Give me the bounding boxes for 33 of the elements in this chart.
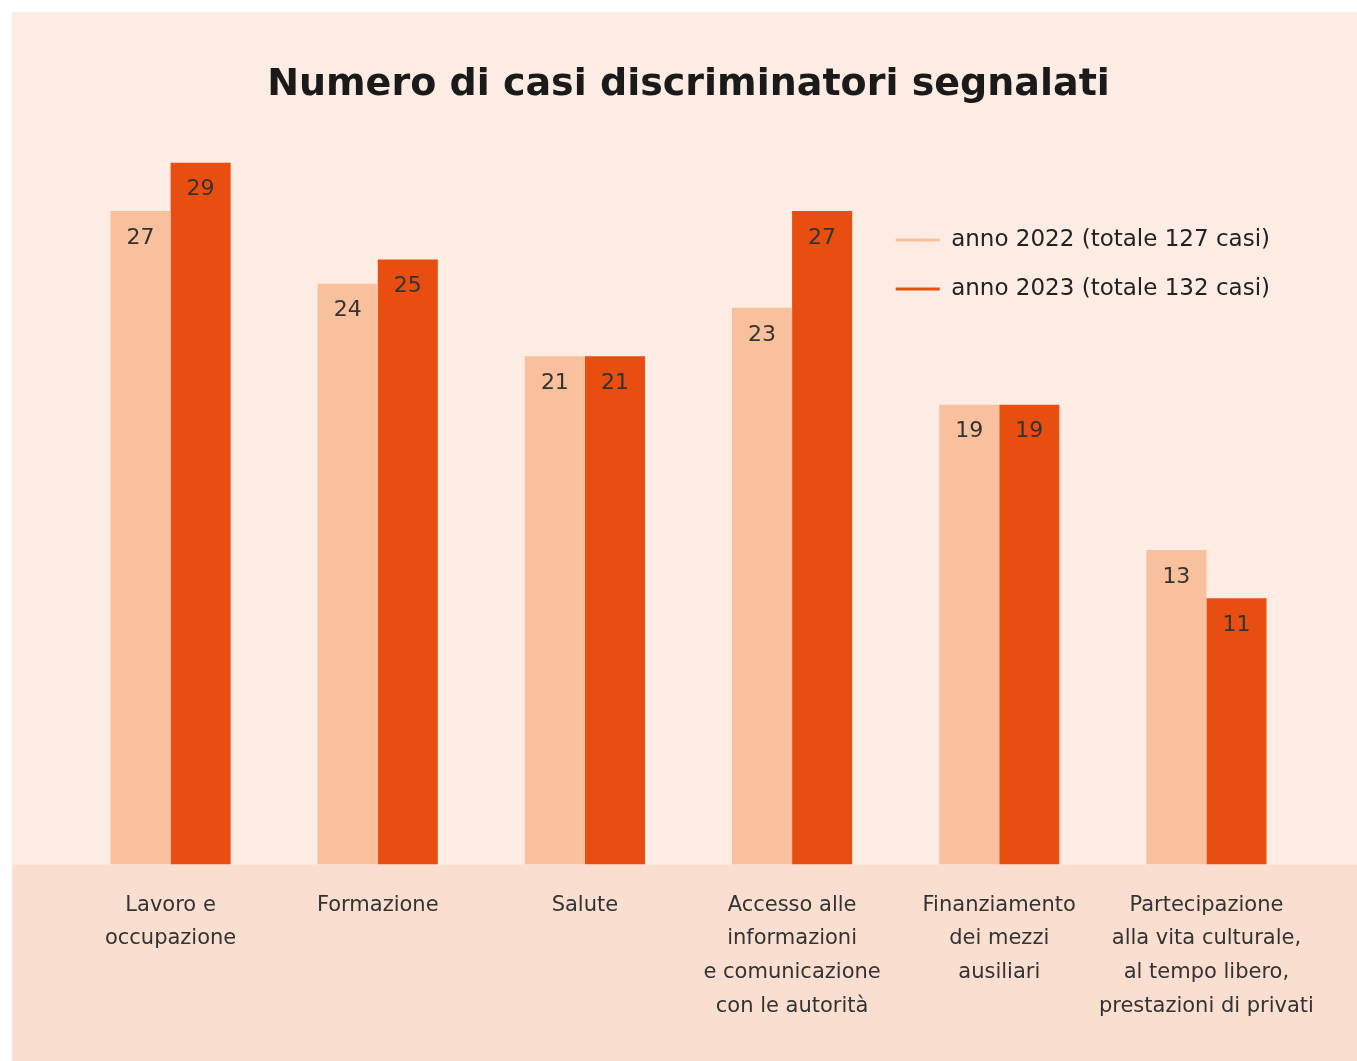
bar [524,356,585,865]
bar [584,356,645,865]
x-tick-label: Finanziamento dei mezzi ausiliari [922,891,1076,984]
bar [1146,549,1207,865]
x-tick-label: Salute [551,891,619,916]
data-label: 25 [393,272,422,298]
data-label: 19 [955,417,984,443]
chart-title: Numero di casi discriminatori segnalati [267,59,1110,104]
data-label: 23 [748,320,777,346]
x-tick-label: Lavoro e occupazione [104,891,237,950]
data-label: 21 [540,368,569,394]
data-label: 19 [1015,417,1044,443]
x-tick-label: Accesso alle informazioni e comunicazione con le autorità [703,891,881,1017]
bar [170,162,231,865]
x-tick-label: Partecipazione alla vita culturale, al tempo libero, prestazioni di privati [1098,891,1314,1017]
bar [317,283,378,865]
data-label: 27 [808,223,837,249]
data-label: 11 [1222,611,1251,637]
legend-label: anno 2022 (totale 127 casi) [951,225,1271,252]
x-tick-label: Formazione [316,891,439,916]
bar [792,211,853,865]
data-label: 21 [600,368,629,394]
data-label: 13 [1162,562,1191,588]
bar [939,404,1000,865]
bar [1206,598,1267,865]
bar [732,307,793,865]
legend-label: anno 2023 (totale 132 casi) [951,274,1271,301]
bar [377,259,438,865]
data-label: 29 [186,175,215,201]
bar [110,211,171,865]
data-label: 24 [333,296,362,322]
data-label: 27 [126,223,155,249]
bar [999,404,1060,865]
